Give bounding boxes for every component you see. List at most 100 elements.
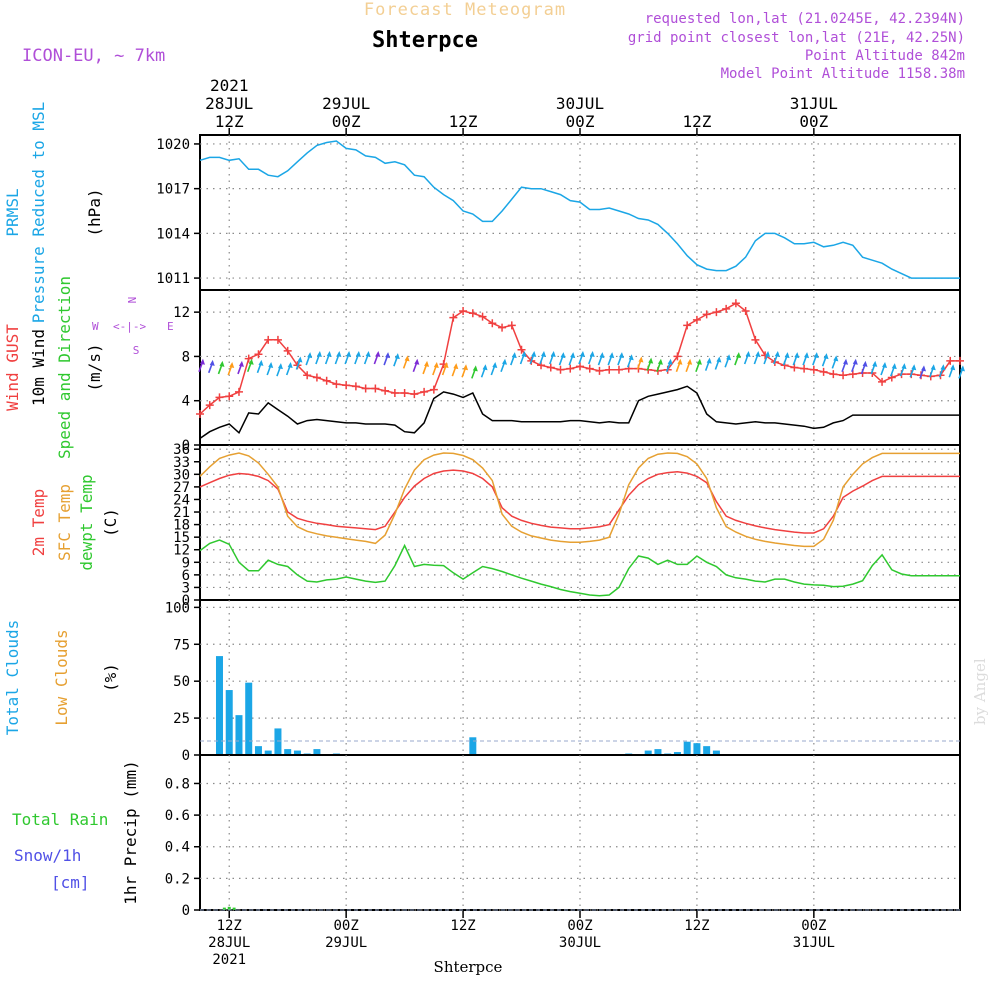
wind-arrow-head	[336, 350, 342, 357]
panel-clouds: 0 25 50 75 100 Total Clouds Low Clouds (%)	[3, 599, 961, 764]
bar	[644, 750, 652, 755]
bar	[225, 690, 233, 755]
wind-arrow-head	[443, 362, 449, 369]
wind-arrow-head	[696, 358, 702, 365]
wind-arrow-head	[287, 362, 293, 369]
series-line	[199, 302, 960, 415]
wind-arrow-head	[862, 360, 868, 367]
y-tick-label: 0.8	[165, 776, 190, 792]
y-tick-label: 15	[173, 530, 190, 546]
gust-marker	[342, 381, 351, 390]
wind-arrow-head	[453, 363, 459, 370]
wind-arrow-head	[560, 352, 566, 359]
panel-label: PRMSL	[3, 188, 22, 236]
model-name: ICON-EU, ~ 7km	[22, 46, 165, 66]
y-tick-label: 33	[173, 455, 190, 471]
location-title: Shterpce	[372, 28, 478, 53]
compass-arrow: <-|->	[113, 320, 146, 333]
gust-marker	[595, 366, 604, 375]
y-tick-label: 50	[173, 674, 190, 690]
y-tick-label: 12	[173, 543, 190, 559]
y-tick-label: 0	[182, 593, 190, 609]
gust-marker	[244, 354, 253, 363]
wind-arrow-head	[823, 353, 829, 360]
gust-marker	[556, 365, 565, 374]
gust-marker	[673, 352, 682, 361]
wind-arrow-head	[618, 352, 624, 359]
gust-marker	[303, 371, 312, 380]
precip-label-rain: Total Rain	[12, 810, 108, 829]
time-tick-label: 31JUL	[793, 935, 835, 951]
gust-marker	[205, 401, 214, 410]
wind-arrow-head	[472, 365, 478, 372]
y-tick-label: 0	[182, 438, 190, 454]
wind-arrow-head	[414, 358, 420, 365]
y-tick-label: 8	[182, 349, 190, 365]
gust-marker	[420, 387, 429, 396]
wind-arrow-head	[248, 358, 254, 365]
gust-marker	[956, 356, 964, 365]
time-tick-label: 00Z	[332, 112, 361, 131]
bar	[712, 750, 720, 755]
panel-label: Speed and Direction	[55, 276, 74, 459]
gust-marker	[312, 373, 321, 382]
series-line	[199, 539, 960, 597]
gust-marker	[498, 323, 507, 332]
gust-marker	[264, 335, 273, 344]
wind-arrow-head	[901, 363, 907, 370]
y-tick-label: 25	[173, 711, 190, 727]
gust-marker	[585, 364, 594, 373]
gust-marker	[371, 384, 380, 393]
panels: 1011 1014 1017 1020 PRMSL Pressure Reduced to…	[3, 102, 965, 919]
wind-arrow-head	[960, 365, 965, 372]
gust-marker	[273, 335, 282, 344]
compass-w: W	[92, 320, 99, 333]
wind-arrow-head	[774, 350, 780, 357]
wind-arrow-head	[570, 352, 576, 359]
wind-arrow-head	[463, 364, 469, 371]
wind-arrow-head	[784, 352, 790, 359]
wind-arrow-head	[609, 352, 615, 359]
panel-label: (C)	[101, 508, 120, 537]
time-tick-label: 00Z	[799, 112, 828, 131]
time-tick-label: 29JUL	[322, 94, 370, 113]
gust-marker	[839, 371, 848, 380]
time-tick-label: 12Z	[684, 918, 709, 934]
wind-arrow-head	[930, 364, 936, 371]
gust-marker	[283, 346, 292, 355]
bar	[469, 737, 477, 755]
y-tick-label: 27	[173, 480, 190, 496]
wind-arrow-head	[843, 358, 849, 365]
y-tick-label: 1014	[156, 226, 190, 242]
panel-label: Pressure Reduced to MSL	[29, 102, 48, 324]
y-tick-label: 9	[182, 555, 190, 571]
wind-arrow-head	[726, 354, 732, 361]
y-tick-label: 0	[182, 903, 190, 919]
point-altitude: Point Altitude 842m	[805, 48, 965, 64]
y-tick-label: 6	[182, 568, 190, 584]
wind-arrow-head	[521, 350, 527, 357]
bar	[235, 715, 243, 755]
gust-marker	[692, 315, 701, 324]
gust-marker	[576, 362, 584, 371]
series-line	[199, 469, 960, 534]
wind-arrow-head	[385, 352, 391, 359]
wind-arrow-head	[852, 358, 858, 365]
watermark: by Angel	[971, 658, 989, 725]
time-tick-label: 28JUL	[208, 935, 250, 951]
gust-marker	[468, 309, 477, 318]
wind-arrow-head	[765, 350, 771, 357]
gust-marker	[712, 308, 721, 317]
panel-precip: 0 0.2 0.4 0.6 0.8 Total Rain Snow/1h [cm] 1hr Pr…	[12, 754, 961, 919]
wind-arrow-head	[940, 364, 946, 371]
time-tick-label: 00Z	[566, 112, 595, 131]
bar	[222, 907, 226, 910]
panel-wind: 0 4 8 12 Wind GUST 10m Wind Speed and Directio…	[3, 276, 965, 459]
y-tick-label: 1017	[156, 182, 190, 198]
panel-label: Total Clouds	[3, 620, 22, 736]
wind-arrow-head	[219, 360, 225, 367]
y-tick-label: 18	[173, 518, 190, 534]
time-tick-label: 31JUL	[790, 94, 838, 113]
